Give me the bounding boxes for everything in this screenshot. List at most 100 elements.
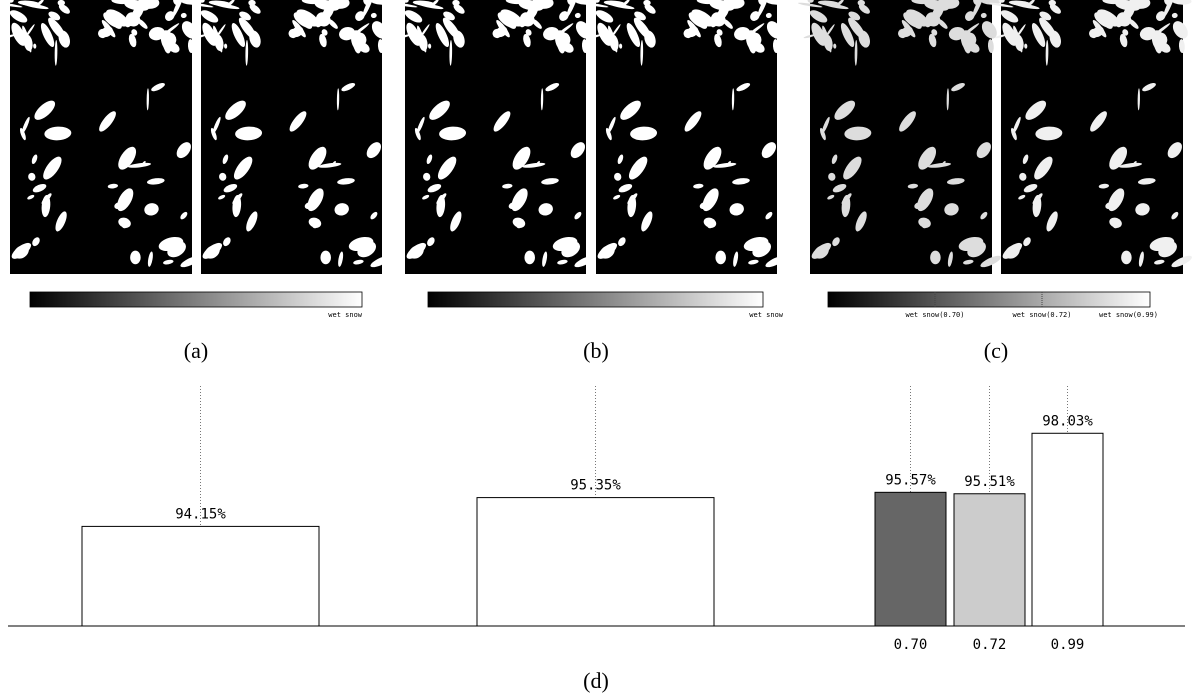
- snow-patch: [151, 82, 165, 92]
- snow-patch: [733, 251, 739, 267]
- snow-patch: [1018, 194, 1026, 200]
- snow-patch: [559, 11, 569, 21]
- snow-patch: [57, 0, 65, 6]
- snow-patch: [23, 24, 35, 40]
- bar: [1031, 432, 1104, 627]
- snow-patch: [245, 39, 249, 66]
- snow-patch: [492, 28, 502, 39]
- snow-patch: [748, 259, 759, 265]
- snow-patch: [307, 188, 324, 212]
- snow-patch: [512, 217, 526, 228]
- snow-patch: [600, 245, 615, 259]
- snow-patch: [44, 126, 72, 141]
- snow-patch: [298, 183, 309, 189]
- snow-patch: [249, 4, 261, 14]
- snow-patch: [752, 241, 772, 258]
- snow-patch: [337, 178, 355, 185]
- snow-patch: [811, 22, 826, 46]
- snow-patch: [325, 1, 340, 11]
- snow-patch: [1014, 34, 1024, 52]
- snow-patch: [351, 30, 365, 52]
- snow-patch: [437, 156, 457, 180]
- snow-patch: [523, 33, 531, 48]
- snow-patch: [1178, 39, 1185, 54]
- snow-patch: [634, 11, 646, 21]
- snow-patch: [427, 183, 442, 193]
- snow-patch: [716, 29, 723, 36]
- snow-patch: [844, 126, 872, 141]
- category-label: 0.99: [1051, 637, 1085, 653]
- snow-patch: [163, 259, 174, 265]
- snow-patch: [366, 142, 382, 159]
- snow-patch: [128, 33, 137, 48]
- snow-patch: [1098, 183, 1110, 189]
- snow-patch: [1090, 111, 1107, 132]
- snow-patch: [701, 0, 710, 3]
- snow-patch: [429, 100, 450, 120]
- snow-patch: [406, 22, 421, 46]
- snow-patch: [176, 142, 191, 159]
- snow-patch: [1119, 33, 1128, 48]
- snow-patch: [308, 217, 322, 228]
- colorbar: [427, 291, 764, 308]
- snow-patch: [1048, 0, 1056, 6]
- snow-patch: [930, 250, 941, 265]
- snow-patch: [1172, 21, 1188, 39]
- snow-patch: [857, 0, 865, 6]
- snow-patch: [627, 193, 638, 205]
- snow-patch: [252, 34, 257, 40]
- snow-patch: [980, 211, 988, 220]
- snow-patch: [58, 4, 70, 14]
- snow-patch: [1158, 241, 1177, 258]
- snow-patch: [541, 178, 559, 185]
- snow-patch: [1024, 43, 1028, 49]
- colorbar: [827, 291, 1151, 308]
- snow-patch: [765, 255, 786, 268]
- snow-patch: [720, 1, 735, 11]
- bar: [953, 493, 1026, 627]
- category-label: 0.72: [973, 637, 1007, 653]
- snow-patch: [570, 142, 586, 159]
- snow-patch: [28, 172, 36, 181]
- snow-patch: [699, 202, 707, 209]
- snow-patch: [371, 21, 387, 39]
- snow-patch: [981, 0, 1001, 5]
- snow-patch: [1045, 39, 1049, 66]
- snow-patch: [765, 12, 772, 19]
- snow-patch: [858, 4, 870, 14]
- snow-patch: [529, 1, 544, 11]
- snow-patch: [1025, 100, 1047, 120]
- snow-patch: [107, 183, 119, 189]
- snow-patch: [1000, 10, 1019, 23]
- snow-patch: [931, 29, 938, 36]
- snow-patch: [935, 1, 950, 11]
- snow-patch: [32, 183, 47, 193]
- snow-patch: [817, 0, 840, 6]
- snow-patch: [355, 11, 365, 21]
- snow-patch: [964, 11, 975, 21]
- snow-patch: [224, 43, 228, 49]
- snow-patch: [609, 24, 621, 40]
- bar: [476, 497, 715, 627]
- snow-patch: [987, 39, 994, 54]
- snow-patch: [147, 251, 153, 267]
- snow-patch: [927, 162, 952, 168]
- snow-patch: [131, 29, 138, 36]
- snow-patch: [1033, 25, 1044, 43]
- snow-patch: [54, 39, 58, 66]
- snow-patch: [118, 217, 131, 228]
- snow-patch: [907, 183, 919, 189]
- snow-patch: [574, 211, 582, 220]
- snow-patch: [0, 2, 23, 8]
- snow-patch: [946, 178, 965, 185]
- snow-patch: [519, 12, 535, 27]
- snow-patch: [1022, 154, 1029, 165]
- snow-patch: [357, 241, 377, 258]
- snow-patch: [115, 0, 125, 3]
- snow-patch: [963, 259, 974, 265]
- snow-map: [810, 0, 992, 274]
- snow-patch: [17, 0, 40, 6]
- snow-patch: [409, 245, 424, 259]
- snow-patch: [493, 111, 511, 132]
- snow-patch: [609, 34, 619, 52]
